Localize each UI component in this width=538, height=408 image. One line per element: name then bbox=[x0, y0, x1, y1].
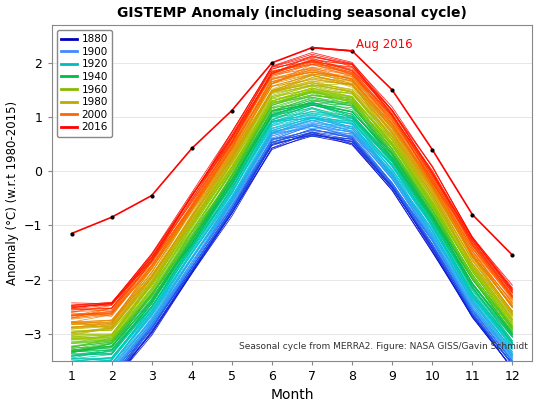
Text: Seasonal cycle from MERRA2. Figure: NASA GISS/Gavin Schmidt: Seasonal cycle from MERRA2. Figure: NASA… bbox=[239, 342, 528, 351]
X-axis label: Month: Month bbox=[270, 388, 314, 402]
Title: GISTEMP Anomaly (including seasonal cycle): GISTEMP Anomaly (including seasonal cycl… bbox=[117, 6, 467, 20]
Y-axis label: Anomaly (°C) (w.r.t 1980-2015): Anomaly (°C) (w.r.t 1980-2015) bbox=[5, 101, 18, 285]
Text: Aug 2016: Aug 2016 bbox=[356, 38, 413, 51]
Legend: 1880, 1900, 1920, 1940, 1960, 1980, 2000, 2016: 1880, 1900, 1920, 1940, 1960, 1980, 2000… bbox=[56, 30, 112, 137]
